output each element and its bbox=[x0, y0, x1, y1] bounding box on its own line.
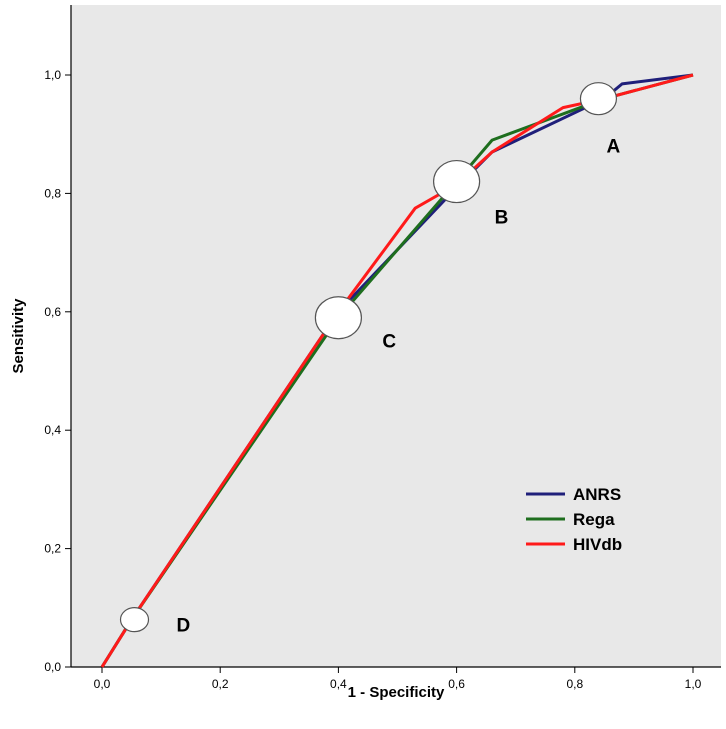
legend-label-rega: Rega bbox=[573, 510, 615, 529]
annotation-marker-b bbox=[433, 159, 481, 204]
ticks-layer: 0,0 0,2 0,4 0,6 0,8 1,0 0,0 0,2 0,4 0,6 0,8 1,0 bbox=[44, 68, 701, 691]
x-tick-label: 0,2 bbox=[212, 677, 229, 691]
y-tick-label: 0,4 bbox=[44, 423, 61, 437]
x-tick-label: 0,8 bbox=[566, 677, 583, 691]
y-tick-label: 0,6 bbox=[44, 305, 61, 319]
x-tick-label: 0,6 bbox=[448, 677, 465, 691]
annotation-label-a: A bbox=[606, 137, 620, 158]
y-tick-label: 1,0 bbox=[44, 68, 61, 82]
x-tick-label: 0,4 bbox=[330, 677, 347, 691]
annotation-label-d: D bbox=[177, 616, 191, 637]
annotations-layer: A B C D bbox=[119, 82, 620, 637]
y-tick-label: 0,2 bbox=[44, 542, 61, 556]
annotation-label-b: B bbox=[495, 208, 509, 229]
y-tick-label: 0,8 bbox=[44, 186, 61, 200]
legend-label-hivdb: HIVdb bbox=[573, 535, 622, 554]
annotation-marker-a bbox=[579, 82, 618, 116]
annotation-label-c: C bbox=[382, 332, 396, 353]
x-tick-label: 1,0 bbox=[685, 677, 702, 691]
y-axis-title: Sensitivity bbox=[10, 298, 27, 374]
annotation-marker-c bbox=[314, 296, 362, 340]
legend-label-anrs: ANRS bbox=[573, 485, 621, 504]
x-axis-title: 1 - Specificity bbox=[348, 684, 445, 701]
y-tick-label: 0,0 bbox=[44, 660, 61, 674]
plot-area bbox=[71, 5, 721, 667]
annotation-marker-d bbox=[119, 607, 150, 633]
x-tick-label: 0,0 bbox=[94, 677, 111, 691]
legend: ANRS Rega HIVdb bbox=[526, 485, 622, 554]
